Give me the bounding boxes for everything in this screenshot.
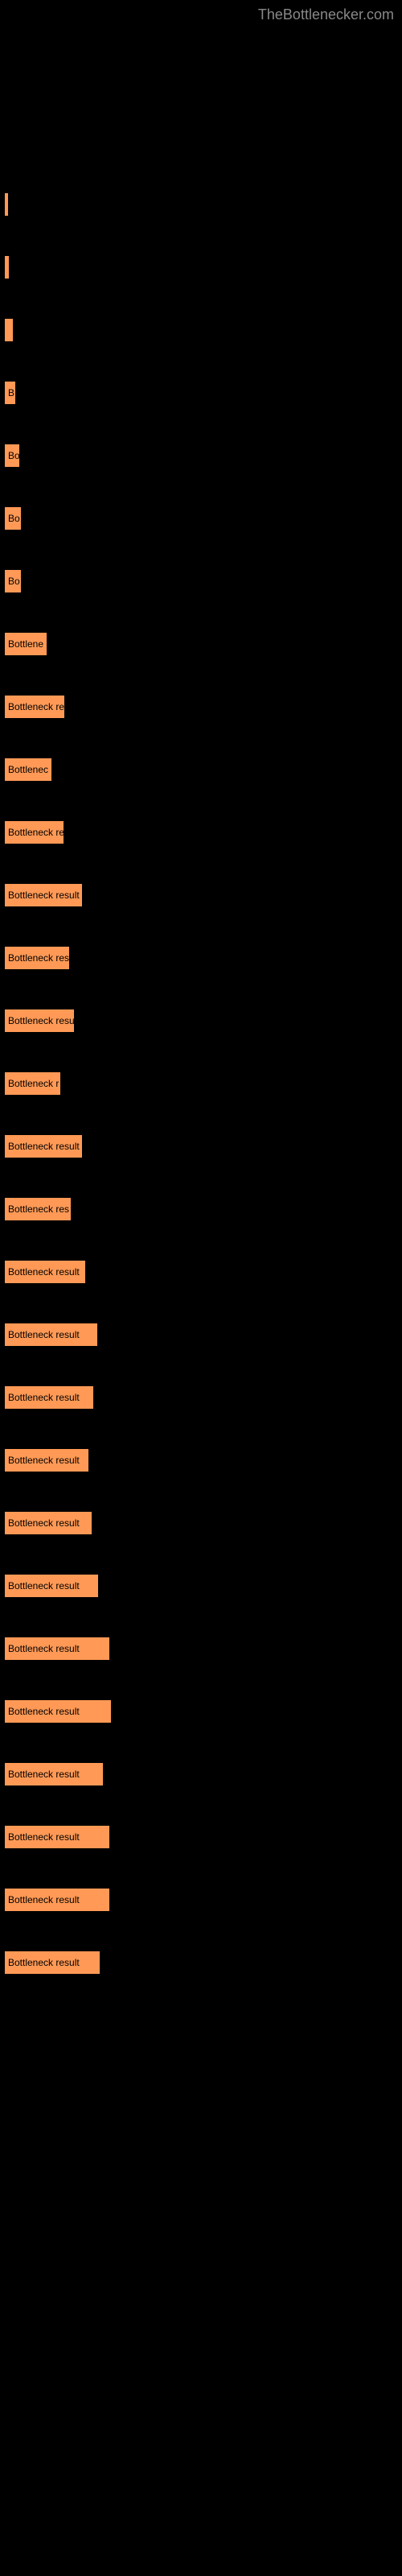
- bar-row: Bottleneck r: [5, 1072, 402, 1095]
- bar-row: Bottleneck resu: [5, 1009, 402, 1032]
- bar-row: Bo: [5, 507, 402, 530]
- bar: Bottleneck result: [5, 1637, 109, 1660]
- bar-row: Bo: [5, 444, 402, 467]
- bar-row: B: [5, 382, 402, 404]
- bar-row: Bottleneck result: [5, 1700, 402, 1723]
- bar-row: Bottleneck result: [5, 1323, 402, 1346]
- bar: B: [5, 382, 15, 404]
- bar-label: Bottleneck re: [8, 827, 64, 838]
- bar: Bottleneck result: [5, 1951, 100, 1974]
- bar-label: Bottleneck result: [8, 1894, 80, 1905]
- bar-row: Bottleneck re: [5, 696, 402, 718]
- bar-label: Bottlene: [8, 638, 43, 650]
- bar-label: Bottleneck result: [8, 1706, 80, 1717]
- bar-label: Bottleneck res: [8, 952, 69, 964]
- bar-label: Bottleneck result: [8, 1392, 80, 1403]
- bar-label: Bottleneck result: [8, 1455, 80, 1466]
- bar: Bottleneck resu: [5, 1009, 74, 1032]
- bar-row: Bottlene: [5, 633, 402, 655]
- bar-row: Bottleneck result: [5, 1637, 402, 1660]
- bar-row: Bottleneck result: [5, 1826, 402, 1848]
- bar-row: Bottleneck result: [5, 1449, 402, 1472]
- bar-row: Bottleneck result: [5, 1889, 402, 1911]
- bar-row: Bottleneck result: [5, 1135, 402, 1158]
- bar-label: Bottleneck result: [8, 1957, 80, 1968]
- bar-row: [5, 256, 402, 279]
- bar-row: Bottleneck result: [5, 1386, 402, 1409]
- bar-label: Bottleneck result: [8, 1580, 80, 1591]
- bar-row: Bo: [5, 570, 402, 592]
- bar: Bo: [5, 444, 19, 467]
- bar: Bottleneck result: [5, 1575, 98, 1597]
- bar-label: Bottleneck result: [8, 1329, 80, 1340]
- bar: Bottleneck re: [5, 696, 64, 718]
- bar: Bottleneck result: [5, 1512, 92, 1534]
- bar-row: Bottleneck result: [5, 1951, 402, 1974]
- bar: Bottleneck res: [5, 1198, 71, 1220]
- watermark-text: TheBottlenecker.com: [258, 6, 394, 23]
- bar-label: Bo: [8, 513, 20, 524]
- bar: Bo: [5, 507, 21, 530]
- bar-row: Bottleneck re: [5, 821, 402, 844]
- bar-row: Bottleneck result: [5, 1575, 402, 1597]
- bar: [5, 256, 9, 279]
- bar: Bottlenec: [5, 758, 51, 781]
- bar: Bottleneck result: [5, 1700, 111, 1723]
- bar-row: Bottlenec: [5, 758, 402, 781]
- bar: Bottleneck result: [5, 1386, 93, 1409]
- bar: Bottleneck r: [5, 1072, 60, 1095]
- bar-row: Bottleneck result: [5, 884, 402, 906]
- bar: Bottleneck result: [5, 1323, 97, 1346]
- bar: Bottleneck re: [5, 821, 64, 844]
- bar-label: Bottleneck result: [8, 1831, 80, 1843]
- bar-label: Bo: [8, 576, 20, 587]
- bar-label: Bottleneck re: [8, 701, 64, 712]
- bar: Bottleneck result: [5, 884, 82, 906]
- bar-label: B: [8, 387, 14, 398]
- bar-label: Bo: [8, 450, 19, 461]
- bar-label: Bottleneck resu: [8, 1015, 74, 1026]
- bar-chart: B Bo Bo Bo Bottlene Bottleneck re Bottlenec Bot…: [0, 0, 402, 2046]
- bar-label: Bottlenec: [8, 764, 48, 775]
- bar: Bottleneck result: [5, 1826, 109, 1848]
- bar: Bottleneck result: [5, 1889, 109, 1911]
- bar-label: Bottleneck r: [8, 1078, 59, 1089]
- bar-label: Bottleneck result: [8, 1141, 80, 1152]
- bar-row: [5, 319, 402, 341]
- bar-row: Bottleneck result: [5, 1763, 402, 1785]
- bar: [5, 319, 13, 341]
- bar-row: Bottleneck res: [5, 1198, 402, 1220]
- bar-row: Bottleneck result: [5, 1261, 402, 1283]
- bar: Bottleneck result: [5, 1763, 103, 1785]
- bar-label: Bottleneck result: [8, 1643, 80, 1654]
- bar: Bottleneck result: [5, 1261, 85, 1283]
- bar-label: Bottleneck result: [8, 890, 80, 901]
- bar: Bottleneck res: [5, 947, 69, 969]
- bar: Bo: [5, 570, 21, 592]
- bar-label: Bottleneck result: [8, 1517, 80, 1529]
- bar-row: Bottleneck res: [5, 947, 402, 969]
- bar-row: Bottleneck result: [5, 1512, 402, 1534]
- bar: Bottlene: [5, 633, 47, 655]
- bar: Bottleneck result: [5, 1449, 88, 1472]
- bar: Bottleneck result: [5, 1135, 82, 1158]
- bar-label: Bottleneck result: [8, 1266, 80, 1278]
- bar: [5, 193, 8, 216]
- bar-label: Bottleneck res: [8, 1203, 69, 1215]
- bar-row: [5, 193, 402, 216]
- bar-label: Bottleneck result: [8, 1769, 80, 1780]
